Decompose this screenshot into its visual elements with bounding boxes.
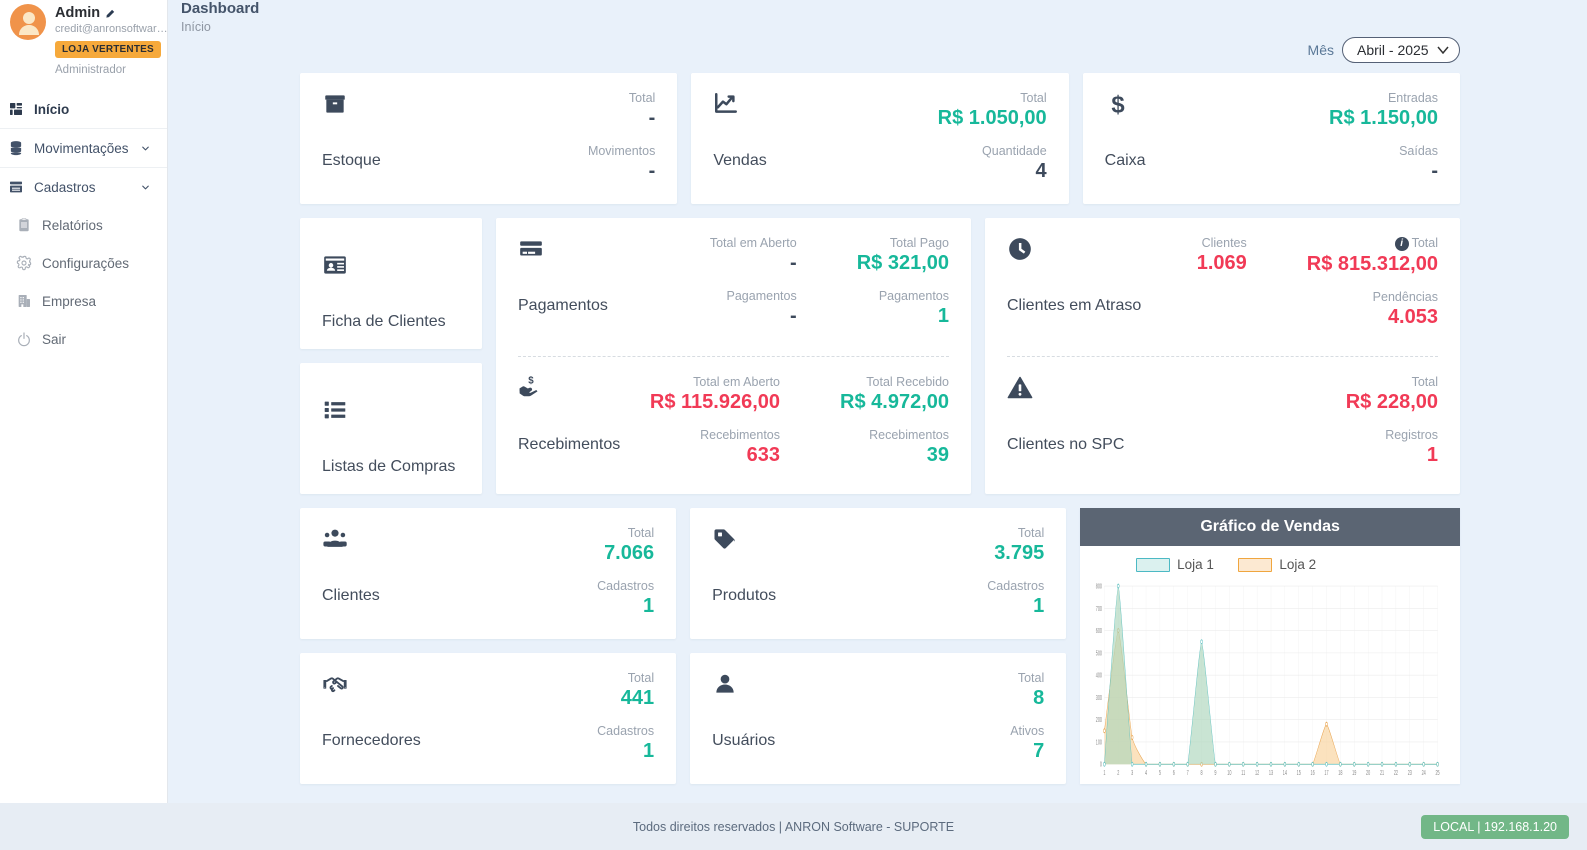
- svg-text:19: 19: [1352, 770, 1357, 778]
- svg-text:2: 2: [1117, 770, 1120, 778]
- svg-text:22: 22: [1394, 770, 1399, 778]
- svg-text:18: 18: [1339, 770, 1344, 778]
- svg-text:0: 0: [1100, 762, 1103, 770]
- svg-text:24: 24: [1422, 770, 1427, 778]
- svg-text:23: 23: [1408, 770, 1413, 778]
- svg-text:4: 4: [1145, 770, 1148, 778]
- svg-text:25: 25: [1436, 770, 1441, 778]
- svg-text:13: 13: [1269, 770, 1274, 778]
- svg-text:11: 11: [1242, 770, 1246, 778]
- svg-text:8: 8: [1201, 770, 1204, 778]
- svg-text:10: 10: [1228, 770, 1233, 778]
- svg-text:3: 3: [1131, 770, 1134, 778]
- svg-text:6: 6: [1173, 770, 1176, 778]
- svg-text:$: $: [1111, 92, 1124, 117]
- svg-text:300: 300: [1096, 695, 1103, 703]
- svg-text:1: 1: [1104, 770, 1107, 778]
- svg-text:16: 16: [1311, 770, 1316, 778]
- svg-text:12: 12: [1255, 770, 1260, 778]
- svg-text:14: 14: [1283, 770, 1288, 778]
- svg-text:17: 17: [1325, 770, 1330, 778]
- svg-text:200: 200: [1096, 717, 1103, 725]
- svg-text:15: 15: [1297, 770, 1302, 778]
- svg-text:21: 21: [1380, 770, 1385, 778]
- svg-text:20: 20: [1366, 770, 1371, 778]
- svg-text:5: 5: [1159, 770, 1162, 778]
- svg-text:$: $: [528, 375, 534, 386]
- svg-text:400: 400: [1096, 673, 1103, 681]
- svg-text:7: 7: [1187, 770, 1190, 778]
- svg-text:600: 600: [1096, 628, 1103, 636]
- svg-text:100: 100: [1096, 739, 1103, 747]
- svg-text:500: 500: [1096, 650, 1103, 658]
- svg-text:700: 700: [1096, 606, 1103, 614]
- svg-text:9: 9: [1215, 770, 1218, 778]
- svg-text:800: 800: [1096, 583, 1103, 591]
